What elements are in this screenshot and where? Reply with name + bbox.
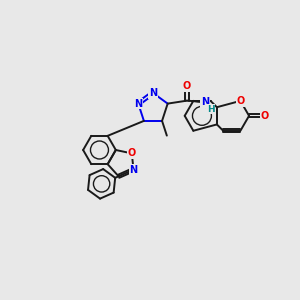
Text: O: O [128,148,136,158]
Text: O: O [236,96,244,106]
Text: O: O [260,111,268,121]
Text: N: N [149,88,157,98]
Text: O: O [183,81,191,91]
Text: H: H [207,105,214,114]
Text: N: N [201,97,209,107]
Text: N: N [134,99,142,109]
Text: N: N [130,165,138,175]
